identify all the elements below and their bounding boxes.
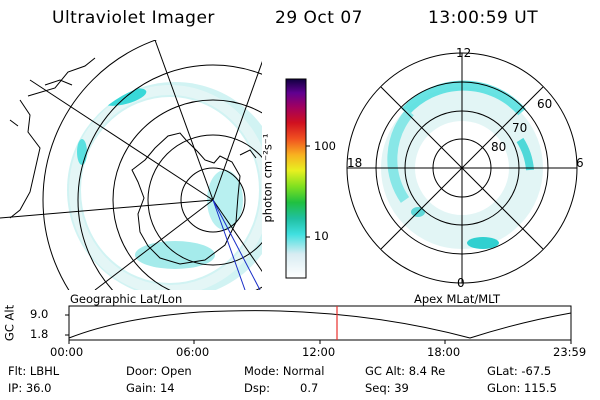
terminator-lines xyxy=(212,199,261,290)
orbit-plot xyxy=(65,305,572,344)
mlt-spokes xyxy=(347,53,577,283)
polar-panel xyxy=(346,52,578,284)
door-info: Door: Open xyxy=(126,364,192,378)
header-time: 13:00:59 UT xyxy=(428,8,539,28)
mlat-label-80: 80 xyxy=(491,140,507,154)
glon-info: GLon: 115.5 xyxy=(487,381,557,395)
glat-info: GLat: -67.5 xyxy=(487,364,552,378)
colorbar-gradient xyxy=(285,78,307,279)
geographic-panel xyxy=(0,40,262,290)
orbit-y-tick-1.8: 1.8 xyxy=(30,327,49,341)
orbit-x-tick-1800: 18:00 xyxy=(427,345,461,359)
colorbar-unit-label: photon cm⁻²s⁻¹ xyxy=(260,133,275,223)
orbit-x-tick-0600: 06:00 xyxy=(176,345,210,359)
mode-info: Mode: Normal xyxy=(244,364,325,378)
geographic-caption: Geographic Lat/Lon xyxy=(70,292,183,306)
orbit-x-tick-2359: 23:59 xyxy=(553,345,587,359)
gc-alt-info: GC Alt: 8.4 Re xyxy=(365,364,446,378)
dsp-value: 0.7 xyxy=(300,381,319,395)
apex-caption: Apex MLat/MLT xyxy=(414,292,501,306)
colorbar-label-10: 10 xyxy=(314,229,329,243)
seq-info: Seq: 39 xyxy=(365,381,409,395)
mlat-label-70: 70 xyxy=(512,121,528,135)
orbit-y-tick-9: 9.0 xyxy=(30,307,49,321)
ip-info: IP: 36.0 xyxy=(8,381,52,395)
mlt-label-6: 6 xyxy=(576,156,584,170)
x-ticks xyxy=(68,340,572,344)
coastlines xyxy=(9,57,257,265)
orbit-y-axis-label: GC Alt xyxy=(2,304,17,342)
mlt-label-18: 18 xyxy=(347,156,363,170)
filter-info: Flt: LBHL xyxy=(8,364,60,378)
mlt-label-0: 0 xyxy=(457,276,465,290)
header-date: 29 Oct 07 xyxy=(275,8,363,28)
orbit-x-tick-0000: 00:00 xyxy=(50,345,84,359)
orbit-plot-frame xyxy=(68,305,572,341)
mlt-label-12: 12 xyxy=(456,46,472,60)
colorbar-label-100: 100 xyxy=(314,139,336,153)
mlat-label-60: 60 xyxy=(537,97,553,111)
altitude-curve xyxy=(68,310,572,339)
auroral-image-geographic xyxy=(67,82,262,290)
dsp-label: Dsp: xyxy=(244,381,271,395)
colorbar xyxy=(285,78,310,279)
gain-info: Gain: 14 xyxy=(126,381,175,395)
latitude-circles xyxy=(42,40,262,290)
orbit-x-tick-1200: 12:00 xyxy=(302,345,336,359)
longitude-lines xyxy=(0,40,262,290)
instrument-title: Ultraviolet Imager xyxy=(52,8,215,28)
